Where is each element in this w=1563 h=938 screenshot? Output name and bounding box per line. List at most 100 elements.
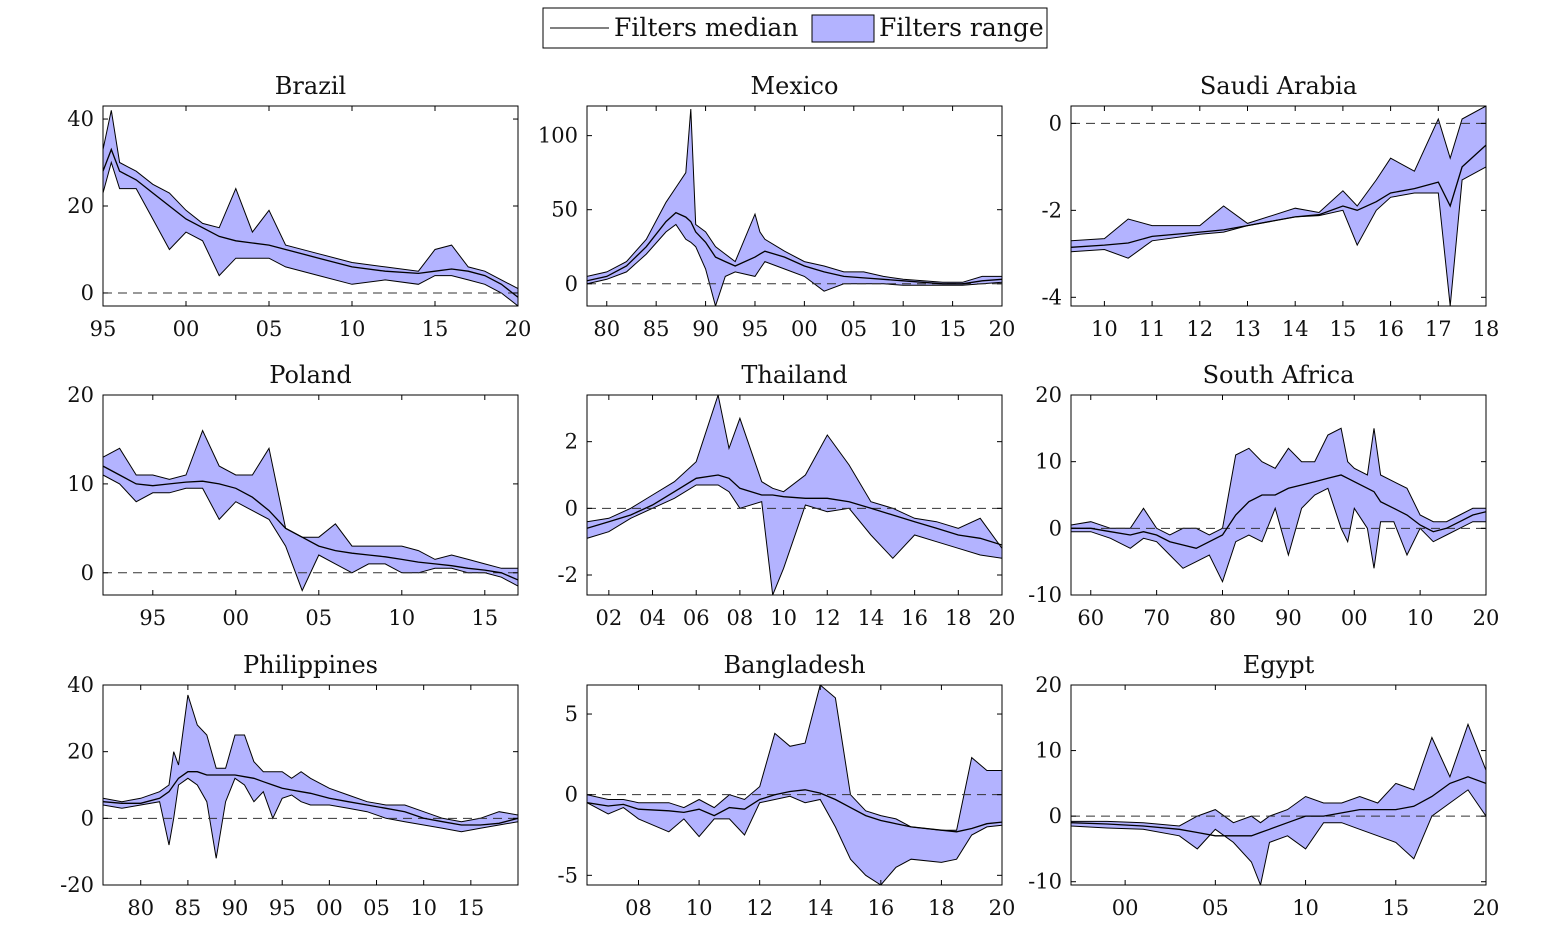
panel-title: Thailand: [741, 361, 847, 389]
x-tick-label: 15: [939, 317, 966, 341]
panel-title: Saudi Arabia: [1200, 72, 1357, 100]
x-tick-label: 13: [1234, 317, 1261, 341]
y-tick-label: 40: [67, 107, 94, 131]
x-tick-label: 95: [90, 317, 117, 341]
range-band: [1071, 427, 1486, 584]
legend-median-label: Filters median: [614, 13, 798, 42]
range-band: [1071, 722, 1486, 885]
axes-frame: [586, 684, 1003, 886]
x-tick-label: 90: [1275, 606, 1302, 630]
x-tick-label: 08: [727, 606, 754, 630]
panel-bangladesh: Bangladesh 08 10 12 14 16 18 20 -5 0 5: [558, 651, 1016, 920]
panel-south-africa: South Africa 60 70 80 90 00 10 20 -10 0 10 20: [1028, 361, 1499, 630]
legend-range-swatch: [811, 14, 875, 43]
x-tick-label: 05: [840, 317, 867, 341]
x-tick-label: 05: [256, 317, 283, 341]
x-tick-label: 95: [139, 606, 166, 630]
panel-mexico: Mexico 80 85 90 95 00 05 10 15 20 0 50 100: [538, 72, 1015, 341]
y-tick-label: -4: [1042, 285, 1062, 309]
x-tick-label: 00: [173, 317, 200, 341]
panel-title: South Africa: [1203, 361, 1355, 389]
x-tick-label: 14: [858, 606, 885, 630]
median-line: [1071, 474, 1486, 549]
y-tick-label: 20: [67, 383, 94, 407]
panel-title: Philippines: [243, 651, 378, 679]
x-tick-label: 10: [339, 317, 366, 341]
x-tick-label: 95: [269, 896, 296, 920]
x-tick-label: 15: [1330, 317, 1357, 341]
x-tick-label: 20: [989, 317, 1016, 341]
panel-poland: Poland 95 00 05 10 15 0 10 20: [67, 361, 519, 630]
y-tick-label: 0: [1049, 804, 1062, 828]
x-tick-label: 05: [305, 606, 332, 630]
x-tick-label: 05: [1202, 896, 1229, 920]
y-tick-label: 100: [538, 124, 578, 148]
x-tick-label: 15: [471, 606, 498, 630]
median-line: [103, 147, 518, 298]
y-tick-label: 20: [1035, 673, 1062, 697]
x-tick-label: 85: [175, 896, 202, 920]
range-band: [587, 395, 1002, 595]
x-tick-label: 70: [1143, 606, 1170, 630]
y-tick-label: 40: [67, 673, 94, 697]
y-tick-label: 10: [67, 472, 94, 496]
panel-title: Mexico: [751, 72, 839, 100]
y-tick-label: -10: [1028, 870, 1062, 894]
x-tick-label: 20: [1473, 606, 1500, 630]
y-tick-label: 20: [67, 194, 94, 218]
median-line: [587, 789, 1002, 833]
x-tick-label: 12: [746, 896, 773, 920]
x-tick-label: 80: [593, 317, 620, 341]
x-tick-label: 04: [639, 606, 666, 630]
median-line: [103, 465, 518, 581]
axes-frame: [586, 394, 1003, 596]
x-tick-label: 90: [222, 896, 249, 920]
y-tick-label: 50: [551, 198, 578, 222]
x-tick-label: 10: [770, 606, 797, 630]
x-tick-label: 00: [1112, 896, 1139, 920]
legend-frame: [542, 7, 1048, 49]
x-tick-label: 12: [1186, 317, 1213, 341]
x-tick-label: 17: [1425, 317, 1452, 341]
x-tick-label: 16: [867, 896, 894, 920]
x-tick-label: 08: [625, 896, 652, 920]
x-tick-label: 18: [1473, 317, 1500, 341]
y-tick-label: -2: [1042, 198, 1062, 222]
x-tick-label: 16: [1377, 317, 1404, 341]
y-tick-label: 20: [1035, 383, 1062, 407]
x-tick-label: 11: [1139, 317, 1166, 341]
y-tick-label: -10: [1028, 583, 1062, 607]
y-tick-label: 0: [81, 281, 94, 305]
range-band: [103, 429, 518, 592]
x-tick-label: 10: [410, 896, 437, 920]
y-tick-label: 0: [1049, 516, 1062, 540]
x-tick-label: 16: [901, 606, 928, 630]
axes-frame: [1070, 684, 1487, 886]
panel-title: Brazil: [275, 72, 346, 100]
y-tick-label: 0: [565, 272, 578, 296]
median-line: [103, 771, 518, 826]
range-band: [1071, 106, 1486, 306]
y-tick-label: 5: [565, 702, 578, 726]
axes-frame: [1070, 105, 1487, 307]
x-tick-label: 14: [807, 896, 834, 920]
x-tick-label: 18: [945, 606, 972, 630]
x-tick-label: 00: [316, 896, 343, 920]
axes-frame: [102, 394, 519, 596]
panel-title: Poland: [269, 361, 351, 389]
y-tick-label: 10: [1035, 450, 1062, 474]
y-tick-label: 0: [1049, 111, 1062, 135]
legend-range-label: Filters range: [879, 13, 1044, 42]
x-tick-label: 10: [890, 317, 917, 341]
x-tick-label: 60: [1077, 606, 1104, 630]
x-tick-label: 02: [595, 606, 622, 630]
y-tick-label: -5: [558, 863, 578, 887]
panel-saudi-arabia: Saudi Arabia 10 11 12 13 14 15 16 17 18 -4 -2 0: [1042, 72, 1500, 341]
x-tick-label: 10: [1091, 317, 1118, 341]
y-tick-label: 0: [81, 561, 94, 585]
panel-egypt: Egypt 00 05 10 15 20 -10 0 10 20: [1028, 651, 1499, 920]
x-tick-label: 20: [1473, 896, 1500, 920]
x-tick-label: 14: [1282, 317, 1309, 341]
x-tick-label: 20: [505, 317, 532, 341]
